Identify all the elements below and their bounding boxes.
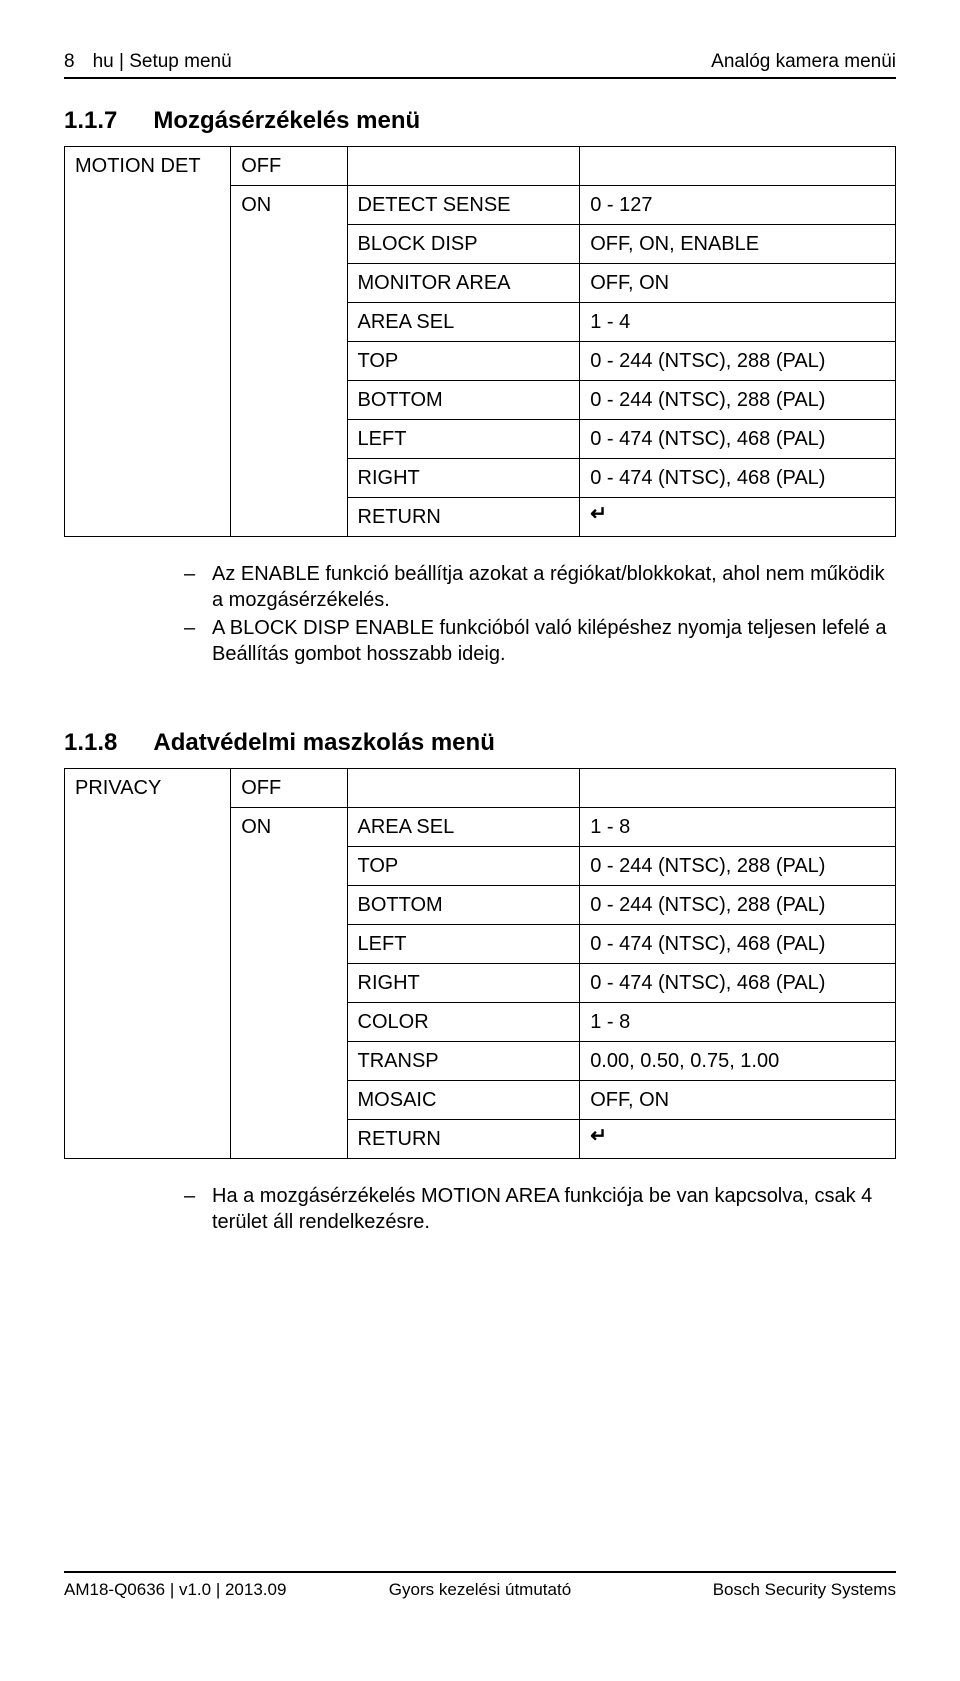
table-key: MONITOR AREA — [347, 263, 580, 302]
table-key: BOTTOM — [347, 886, 580, 925]
note-item: Az ENABLE funkció beállítja azokat a rég… — [184, 561, 896, 613]
note-item: A BLOCK DISP ENABLE funkcióból való kilé… — [184, 615, 896, 667]
section-name: Mozgásérzékelés menü — [153, 105, 420, 136]
table-empty-cell — [580, 146, 896, 185]
table-key: BOTTOM — [347, 380, 580, 419]
page-number: 8 — [64, 50, 75, 75]
footer-left: AM18-Q0636 | v1.0 | 2013.09 — [64, 1579, 339, 1601]
section-name: Adatvédelmi maszkolás menü — [153, 727, 494, 758]
table-val: 0 - 244 (NTSC), 288 (PAL) — [580, 380, 896, 419]
table-key: LEFT — [347, 925, 580, 964]
table-empty-cell — [580, 769, 896, 808]
table-key: MOSAIC — [347, 1081, 580, 1120]
table-key: BLOCK DISP — [347, 224, 580, 263]
table-val: 0 - 474 (NTSC), 468 (PAL) — [580, 458, 896, 497]
table-key: TOP — [347, 341, 580, 380]
footer-center: Gyors kezelési útmutató — [339, 1579, 622, 1601]
section-number: 1.1.7 — [64, 105, 117, 136]
page-footer: AM18-Q0636 | v1.0 | 2013.09 Gyors kezelé… — [64, 1571, 896, 1601]
table-left-label: PRIVACY — [65, 769, 231, 1159]
table-on-cell: ON — [231, 808, 347, 1159]
table-val: 1 - 8 — [580, 1003, 896, 1042]
table-key: AREA SEL — [347, 302, 580, 341]
section-117-title: 1.1.7 Mozgásérzékelés menü — [64, 105, 896, 136]
table-val: 0 - 474 (NTSC), 468 (PAL) — [580, 925, 896, 964]
page-header: 8 hu | Setup menü Analóg kamera menüi — [64, 50, 896, 79]
table-val: 0 - 474 (NTSC), 468 (PAL) — [580, 964, 896, 1003]
table-val: OFF, ON — [580, 263, 896, 302]
table-key: RETURN — [347, 1120, 580, 1159]
table-val: 0 - 244 (NTSC), 288 (PAL) — [580, 886, 896, 925]
table-val: 0 - 244 (NTSC), 288 (PAL) — [580, 341, 896, 380]
table-val: 0 - 244 (NTSC), 288 (PAL) — [580, 847, 896, 886]
table-key: RETURN — [347, 497, 580, 536]
section-118-notes: Ha a mozgásérzékelés MOTION AREA funkció… — [64, 1183, 896, 1235]
table-key: TRANSP — [347, 1042, 580, 1081]
footer-right: Bosch Security Systems — [621, 1579, 896, 1601]
table-key: AREA SEL — [347, 808, 580, 847]
section-118-title: 1.1.8 Adatvédelmi maszkolás menü — [64, 727, 896, 758]
return-icon: ↵ — [580, 1120, 896, 1159]
table-on-cell: ON — [231, 185, 347, 536]
table-left-label: MOTION DET — [65, 146, 231, 536]
table-key: LEFT — [347, 419, 580, 458]
table-val: OFF, ON, ENABLE — [580, 224, 896, 263]
table-val: OFF, ON — [580, 1081, 896, 1120]
table-val: 0 - 127 — [580, 185, 896, 224]
table-empty-cell — [347, 146, 580, 185]
table-key: DETECT SENSE — [347, 185, 580, 224]
table-val: 1 - 4 — [580, 302, 896, 341]
section-number: 1.1.8 — [64, 727, 117, 758]
table-key: RIGHT — [347, 458, 580, 497]
table-off-cell: OFF — [231, 769, 347, 808]
note-item: Ha a mozgásérzékelés MOTION AREA funkció… — [184, 1183, 896, 1235]
table-off-cell: OFF — [231, 146, 347, 185]
motion-det-table: MOTION DET OFF ON DETECT SENSE 0 - 127 B… — [64, 146, 896, 537]
table-key: RIGHT — [347, 964, 580, 1003]
header-left: hu | Setup menü — [93, 50, 232, 75]
table-val: 0.00, 0.50, 0.75, 1.00 — [580, 1042, 896, 1081]
table-val: 0 - 474 (NTSC), 468 (PAL) — [580, 419, 896, 458]
return-icon: ↵ — [580, 497, 896, 536]
table-empty-cell — [347, 769, 580, 808]
table-val: 1 - 8 — [580, 808, 896, 847]
table-key: TOP — [347, 847, 580, 886]
section-117-notes: Az ENABLE funkció beállítja azokat a rég… — [64, 561, 896, 667]
table-key: COLOR — [347, 1003, 580, 1042]
privacy-table: PRIVACY OFF ON AREA SEL 1 - 8 TOP0 - 244… — [64, 768, 896, 1159]
header-right: Analóg kamera menüi — [711, 50, 896, 75]
